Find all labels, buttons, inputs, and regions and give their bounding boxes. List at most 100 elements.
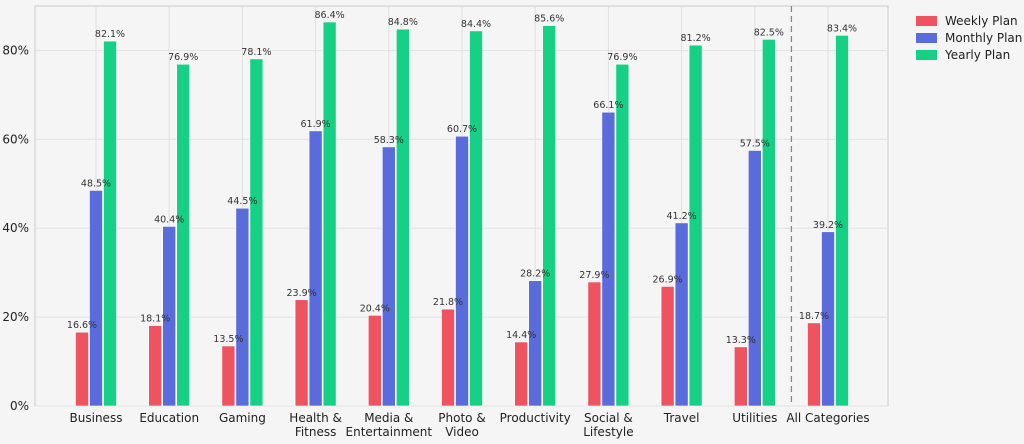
y-axis: 0% 20% 40% 60% 80% [2, 43, 29, 413]
x-tick-label-line: Productivity [500, 411, 571, 425]
data-label: 48.5% [81, 178, 111, 189]
data-label: 18.1% [140, 314, 170, 325]
bar [395, 28, 410, 407]
data-label: 27.9% [579, 270, 609, 281]
legend-label: Weekly Plan [945, 14, 1018, 28]
x-tick-label: Gaming [219, 411, 266, 425]
bar [674, 222, 689, 407]
y-tick-label: 20% [2, 310, 29, 324]
bar [322, 21, 337, 407]
data-label: 20.4% [360, 303, 390, 314]
bar [294, 299, 309, 407]
legend-swatch [916, 33, 937, 43]
x-axis: Business Education Gaming Health & FitnessMe… [70, 411, 870, 439]
x-tick-label-line: Travel [663, 411, 700, 425]
y-tick-label: 80% [2, 43, 29, 57]
data-label: 76.9% [607, 52, 637, 63]
legend-label: Monthly Plan [945, 31, 1022, 45]
legend-label: Yearly Plan [944, 48, 1010, 62]
bar [542, 25, 557, 407]
data-label: 16.6% [67, 320, 97, 331]
data-label: 14.4% [506, 330, 536, 341]
data-label: 84.8% [388, 17, 418, 28]
bar [615, 63, 630, 407]
data-label: 40.4% [154, 214, 184, 225]
bar [441, 308, 455, 407]
bar [688, 44, 703, 407]
x-tick-label: Travel [663, 411, 700, 425]
x-tick-label-line: Gaming [219, 411, 266, 425]
x-tick-label: Business [70, 411, 123, 425]
bar [75, 331, 89, 407]
data-label: 78.1% [241, 47, 271, 58]
data-label: 82.5% [754, 27, 784, 38]
data-label: 86.4% [315, 10, 345, 21]
data-label: 18.7% [799, 311, 829, 322]
bar [148, 325, 162, 407]
bar [162, 226, 176, 407]
legend-swatch [916, 16, 937, 26]
y-tick-label: 60% [2, 132, 29, 146]
bar [733, 346, 748, 407]
data-label: 21.8% [433, 297, 463, 308]
bar [587, 281, 602, 407]
x-tick-label: Education [139, 411, 199, 425]
bar [601, 111, 616, 407]
x-tick-label-line: All Categories [786, 411, 869, 425]
data-label: 83.4% [827, 23, 857, 34]
x-tick-label: Health & Fitness [289, 411, 342, 439]
x-tick-label: Utilities [732, 411, 777, 425]
data-label: 41.2% [667, 211, 697, 222]
bar [103, 40, 117, 407]
data-label: 66.1% [593, 100, 623, 111]
bar [308, 130, 323, 407]
data-label: 84.4% [461, 19, 491, 30]
x-tick-label-line: Utilities [732, 411, 777, 425]
data-label: 85.6% [534, 14, 564, 25]
x-tick-label: Social & Lifestyle [583, 411, 633, 439]
legend-swatch [916, 50, 937, 60]
bar [747, 150, 762, 407]
bars [75, 21, 849, 407]
y-tick-label: 40% [2, 221, 29, 235]
data-label: 23.9% [287, 288, 317, 299]
bar [235, 207, 250, 407]
bar [221, 345, 236, 407]
x-tick-label-line: Education [139, 411, 199, 425]
x-tick-label-line: Media & [364, 411, 413, 425]
bar [176, 63, 190, 407]
bar [89, 190, 103, 407]
x-tick-label-line: Photo & [438, 411, 485, 425]
data-label: 60.7% [447, 124, 477, 135]
x-tick-label-line: Video [445, 425, 479, 439]
bar [514, 341, 529, 407]
bar [835, 35, 849, 407]
bar [807, 322, 821, 407]
data-label: 13.3% [726, 335, 756, 346]
data-label: 81.2% [681, 33, 711, 44]
data-label: 57.5% [740, 138, 770, 149]
data-label: 58.3% [374, 135, 404, 146]
x-tick-label: Media & Entertainment [346, 411, 433, 439]
x-tick-label-line: Entertainment [346, 425, 433, 439]
bar [249, 58, 264, 407]
x-tick-label-line: Social & [584, 411, 633, 425]
data-labels: 16.6% 18.1% 13.5% 23.9% 20.4% 21.8% 14.4% 27.9%… [67, 10, 857, 346]
bar [761, 39, 776, 407]
data-label: 39.2% [813, 220, 843, 231]
data-label: 61.9% [301, 119, 331, 130]
x-tick-label-line: Health & [289, 411, 342, 425]
x-tick-label: All Categories [786, 411, 869, 425]
bar [528, 280, 543, 407]
data-label: 82.1% [95, 29, 125, 40]
legend: Weekly Plan Monthly Plan Yearly Plan [916, 14, 1022, 62]
x-tick-label-line: Lifestyle [583, 425, 633, 439]
bar [660, 286, 675, 407]
data-label: 26.9% [653, 274, 683, 285]
x-tick-label: Photo & Video [438, 411, 485, 439]
bar [367, 315, 382, 407]
x-tick-label: Productivity [500, 411, 571, 425]
bar [381, 146, 396, 407]
bar [455, 135, 469, 407]
